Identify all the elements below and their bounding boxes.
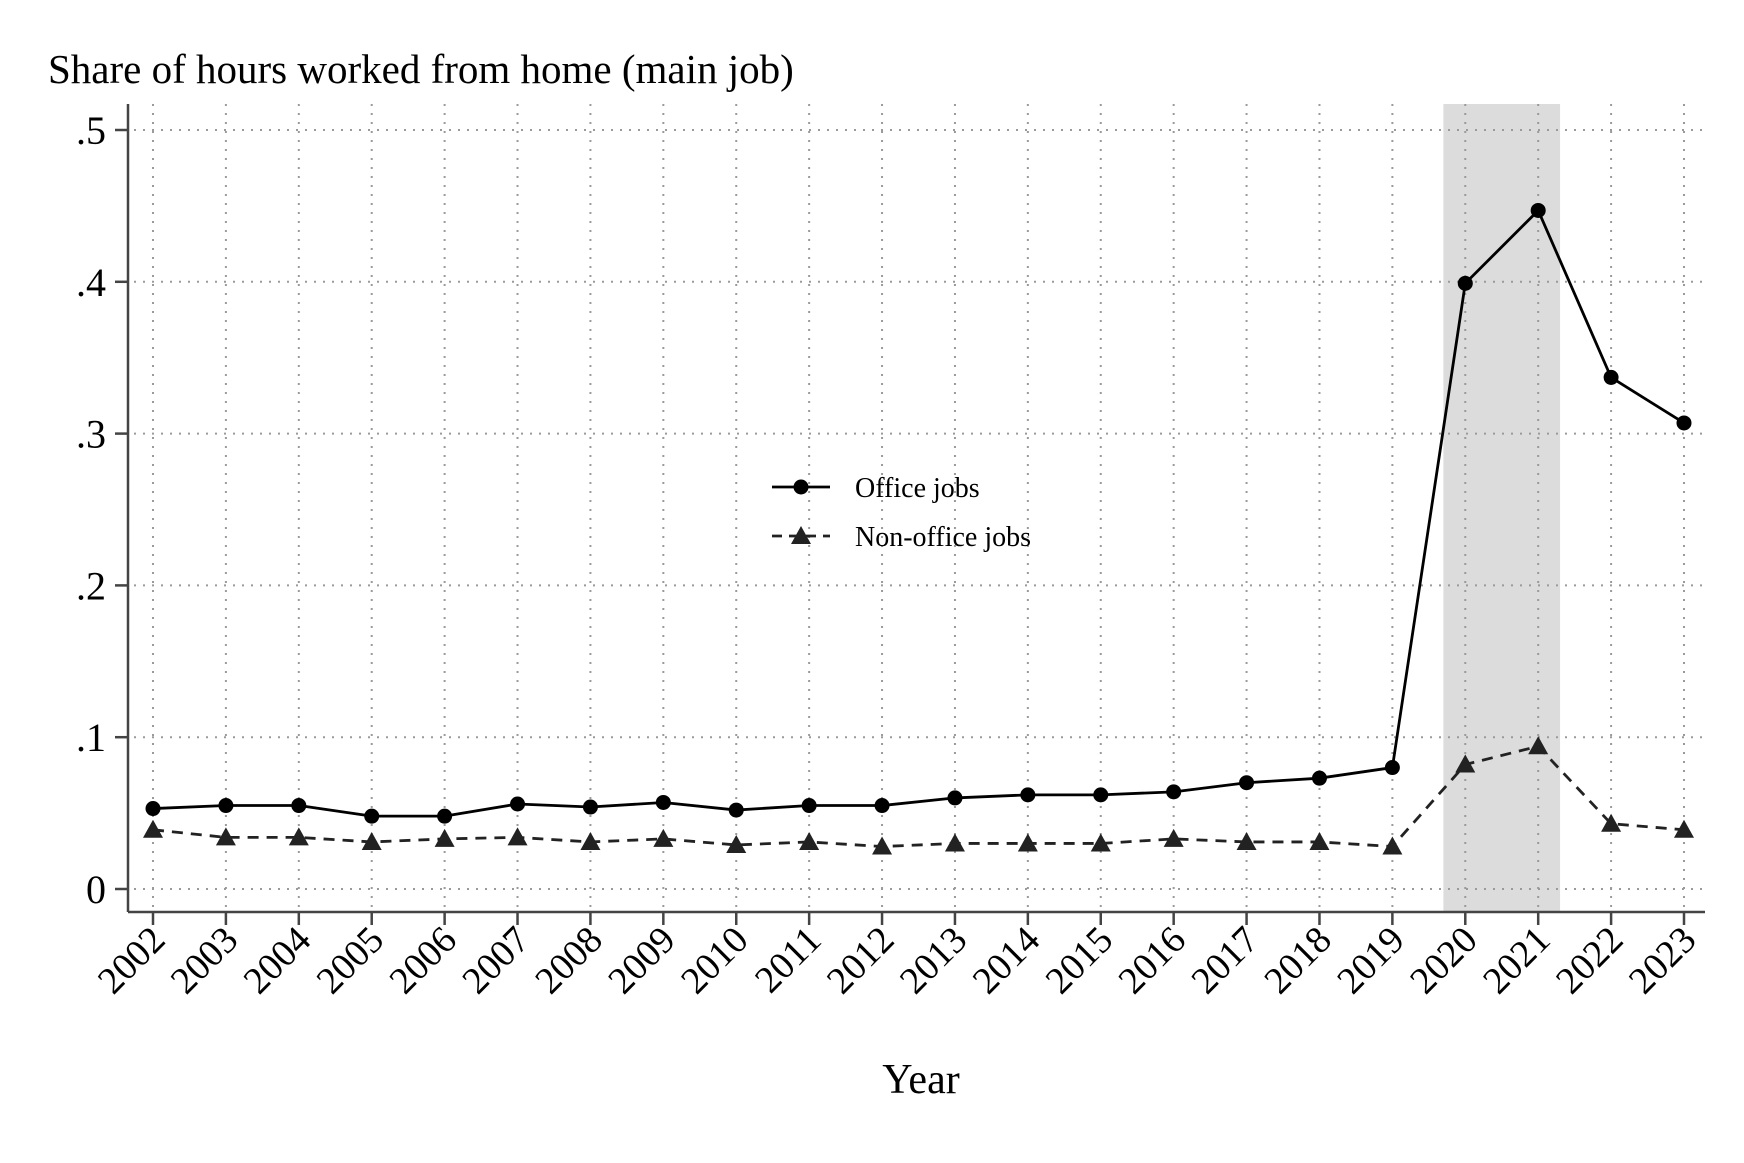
data-point (1309, 831, 1330, 850)
shaded-period-layer (1443, 104, 1561, 912)
data-point (1166, 784, 1182, 800)
data-point (1674, 819, 1694, 838)
data-point (655, 794, 671, 810)
y-tick-label: .3 (76, 412, 106, 457)
y-tick-label: .4 (76, 260, 106, 305)
data-point (1311, 770, 1327, 786)
data-point (288, 827, 309, 846)
data-point (801, 798, 817, 814)
data-point (1093, 787, 1109, 803)
data-point (874, 798, 890, 814)
data-point (364, 808, 380, 824)
y-tick-label: .2 (76, 563, 106, 608)
series-line (152, 209, 1685, 818)
data-point (1601, 813, 1622, 832)
data-point (1239, 775, 1255, 791)
data-point (1676, 415, 1692, 431)
data-point (1020, 787, 1036, 803)
data-point (1017, 833, 1038, 852)
data-point (1384, 760, 1400, 776)
legend-item: Non-office jobs (772, 522, 1031, 553)
data-point (145, 801, 161, 817)
y-tick-label: .5 (76, 108, 106, 153)
legend: Office jobs Non-office jobs (772, 473, 1031, 553)
legend-item: Office jobs (772, 473, 980, 504)
y-tick-label: .1 (76, 715, 106, 760)
data-point (361, 831, 382, 850)
legend-label: Office jobs (855, 473, 980, 504)
data-point (1236, 831, 1257, 850)
data-point (510, 796, 526, 812)
data-point (1163, 828, 1184, 847)
series-layer (143, 202, 1694, 855)
data-point (1530, 202, 1546, 218)
data-point (582, 799, 598, 815)
data-point (291, 798, 307, 814)
data-point (437, 808, 453, 824)
data-point (944, 833, 965, 852)
series-office-jobs (145, 202, 1692, 824)
data-point (726, 834, 747, 853)
grid-layer (134, 104, 1705, 908)
data-point (1455, 754, 1476, 773)
y-tick-label: 0 (86, 867, 106, 912)
data-point (1528, 736, 1549, 755)
data-point (947, 790, 963, 806)
data-point (215, 827, 236, 846)
legend-marker (793, 479, 809, 495)
data-point (434, 828, 455, 847)
shaded-period (1443, 104, 1561, 912)
data-point (507, 827, 528, 846)
data-point (143, 819, 163, 838)
legend-label: Non-office jobs (855, 522, 1031, 553)
data-point (1382, 836, 1403, 855)
chart-title: Share of hours worked from home (main jo… (48, 46, 794, 92)
series-line (152, 744, 1685, 848)
data-point (1603, 369, 1619, 385)
data-point (799, 831, 820, 850)
data-point (1090, 833, 1111, 852)
data-point (728, 802, 744, 818)
legend-marker (791, 526, 811, 544)
data-point (653, 828, 674, 847)
data-point (580, 831, 601, 850)
data-point (218, 798, 234, 814)
data-point (872, 836, 893, 855)
x-axis-label: Year (882, 1057, 959, 1103)
data-point (1457, 275, 1473, 291)
series-non-office-jobs (143, 736, 1694, 855)
